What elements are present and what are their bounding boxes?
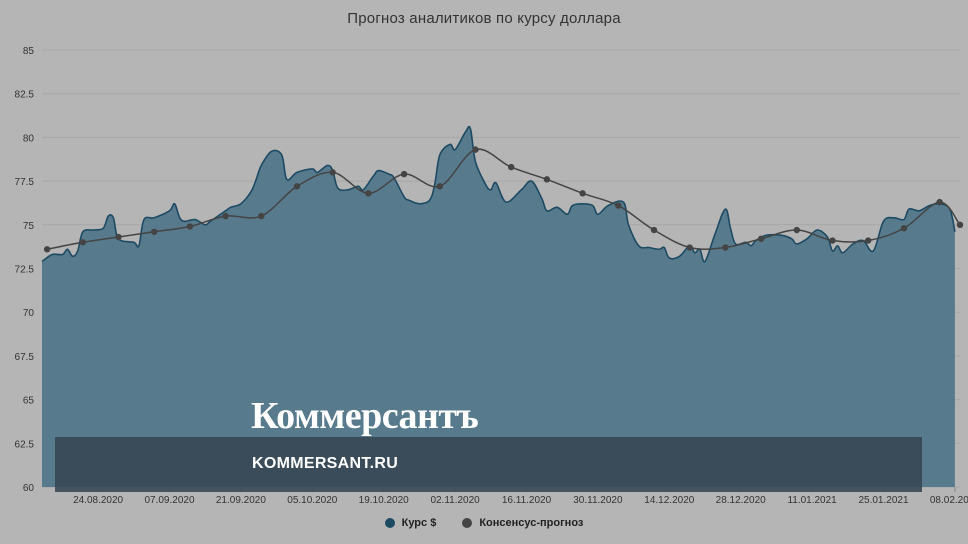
- forecast-point: [508, 163, 515, 171]
- forecast-point: [793, 226, 800, 234]
- x-tick-label: 11.01.2021: [787, 495, 837, 506]
- legend-label-forecast: Консенсус-прогноз: [479, 517, 584, 529]
- forecast-point: [43, 246, 51, 253]
- chart-title: Прогноз аналитиков по курсу доллара: [347, 10, 621, 27]
- brand-banner: [55, 437, 922, 492]
- x-tick-label: 19.10.2020: [359, 495, 409, 506]
- brand-logo: Коммерсантъ: [251, 395, 479, 437]
- forecast-point: [829, 237, 836, 244]
- y-tick-label: 62.5: [15, 439, 35, 450]
- x-tick-label: 07.09.2020: [144, 495, 194, 506]
- forecast-point: [151, 228, 158, 235]
- forecast-point: [79, 239, 87, 246]
- y-tick-label: 85: [23, 46, 35, 57]
- y-tick-label: 82.5: [15, 90, 35, 101]
- forecast-point: [222, 212, 229, 220]
- y-tick-label: 67.5: [15, 352, 35, 363]
- x-tick-label: 21.09.2020: [216, 495, 266, 506]
- forecast-point: [293, 183, 301, 190]
- forecast-point: [686, 244, 693, 251]
- forecast-point: [936, 198, 943, 206]
- forecast-point: [757, 235, 765, 242]
- y-tick-label: 75: [23, 221, 35, 232]
- series-forecast-line: [43, 146, 964, 253]
- forecast-point: [472, 146, 479, 153]
- forecast-point: [115, 233, 122, 241]
- legend-item-forecast[interactable]: Консенсус-прогноз: [462, 517, 583, 529]
- forecast-point: [400, 170, 408, 178]
- y-tick-label: 70: [23, 308, 35, 319]
- forecast-point: [722, 244, 729, 251]
- forecast-point: [365, 190, 372, 197]
- x-tick-label: 16.11.2020: [502, 495, 552, 506]
- forecast-point: [865, 237, 872, 244]
- y-tick-label: 60: [23, 483, 35, 494]
- y-tick-label: 65: [23, 396, 35, 407]
- x-tick-label: 24.08.2020: [73, 495, 123, 506]
- forecast-point: [900, 225, 908, 232]
- legend-marker-forecast: [462, 518, 473, 528]
- y-tick-label: 77.5: [15, 177, 35, 188]
- x-tick-label: 02.11.2020: [430, 495, 480, 506]
- legend-item-kurs[interactable]: Курс $: [384, 517, 437, 529]
- x-tick-label: 28.12.2020: [716, 495, 766, 506]
- y-axis: 85 82.5 80 77.5 75 72.5 70 67.5 65 62.5 60: [15, 46, 35, 494]
- brand-url-link[interactable]: KOMMERSANT.RU: [252, 455, 399, 472]
- series-kurs-fill: [42, 126, 955, 487]
- x-tick-label: 14.12.2020: [644, 495, 694, 506]
- x-axis: 24.08.2020 07.09.2020 21.09.2020 05.10.2020…: [73, 487, 968, 506]
- forecast-point: [615, 202, 622, 209]
- y-tick-label: 72.5: [15, 265, 35, 276]
- forecast-point: [258, 212, 265, 220]
- forecast-point: [436, 183, 443, 190]
- series-kurs-line: [41, 125, 956, 263]
- forecast-point: [579, 190, 586, 197]
- forecast-point: [650, 226, 658, 234]
- forecast-point: [329, 169, 336, 176]
- x-tick-label: 05.10.2020: [287, 495, 337, 506]
- x-tick-label: 30.11.2020: [573, 495, 623, 506]
- forecast-point: [186, 223, 194, 230]
- x-tick-label: 25.01.2021: [858, 495, 908, 506]
- chart-legend: Курс $ Консенсус-прогноз: [0, 517, 968, 529]
- forecast-point: [956, 221, 964, 228]
- y-tick-label: 80: [23, 133, 35, 144]
- series-kurs-area: [41, 125, 956, 487]
- forecast-point: [543, 176, 551, 183]
- legend-label-kurs: Курс $: [401, 517, 437, 529]
- x-tick-label: 08.02.2021: [930, 495, 968, 506]
- legend-marker-kurs: [384, 518, 395, 528]
